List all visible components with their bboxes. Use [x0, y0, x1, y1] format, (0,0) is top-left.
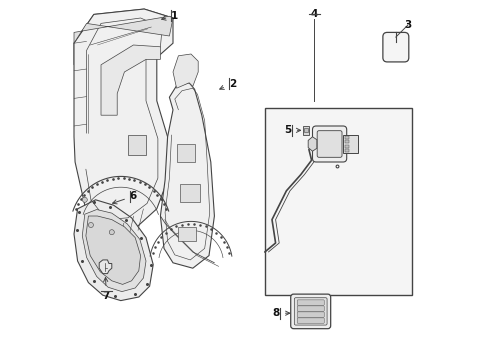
FancyBboxPatch shape — [291, 294, 331, 329]
Polygon shape — [101, 45, 160, 115]
Polygon shape — [308, 137, 317, 151]
Polygon shape — [178, 227, 196, 241]
Polygon shape — [173, 54, 198, 88]
Text: 7: 7 — [103, 278, 110, 301]
Circle shape — [82, 197, 87, 202]
Polygon shape — [74, 16, 173, 43]
Polygon shape — [86, 216, 141, 284]
Polygon shape — [74, 9, 173, 230]
Polygon shape — [128, 135, 146, 155]
Polygon shape — [82, 210, 146, 292]
Text: 5: 5 — [285, 125, 300, 135]
Text: 3: 3 — [404, 20, 411, 30]
Polygon shape — [160, 83, 215, 268]
FancyBboxPatch shape — [383, 32, 409, 62]
Bar — [303, 126, 309, 135]
Bar — [343, 135, 358, 153]
Bar — [345, 145, 349, 148]
FancyBboxPatch shape — [313, 126, 347, 162]
Polygon shape — [74, 9, 173, 65]
Circle shape — [88, 222, 94, 228]
Text: 8: 8 — [272, 308, 290, 318]
Bar — [265, 108, 413, 295]
Text: 1: 1 — [162, 11, 178, 21]
Text: 2: 2 — [220, 78, 236, 89]
Bar — [345, 140, 349, 143]
Polygon shape — [176, 144, 195, 162]
FancyBboxPatch shape — [317, 131, 342, 157]
Bar — [304, 128, 308, 132]
Bar — [345, 136, 349, 139]
Polygon shape — [74, 200, 153, 301]
FancyBboxPatch shape — [297, 306, 324, 311]
Bar — [345, 149, 349, 152]
FancyBboxPatch shape — [297, 300, 324, 305]
Text: 6: 6 — [113, 191, 137, 204]
Text: 4: 4 — [311, 9, 318, 19]
FancyBboxPatch shape — [297, 312, 324, 317]
Circle shape — [109, 230, 114, 235]
FancyBboxPatch shape — [297, 318, 324, 323]
FancyBboxPatch shape — [294, 298, 327, 325]
Polygon shape — [180, 184, 200, 202]
Polygon shape — [99, 260, 112, 274]
